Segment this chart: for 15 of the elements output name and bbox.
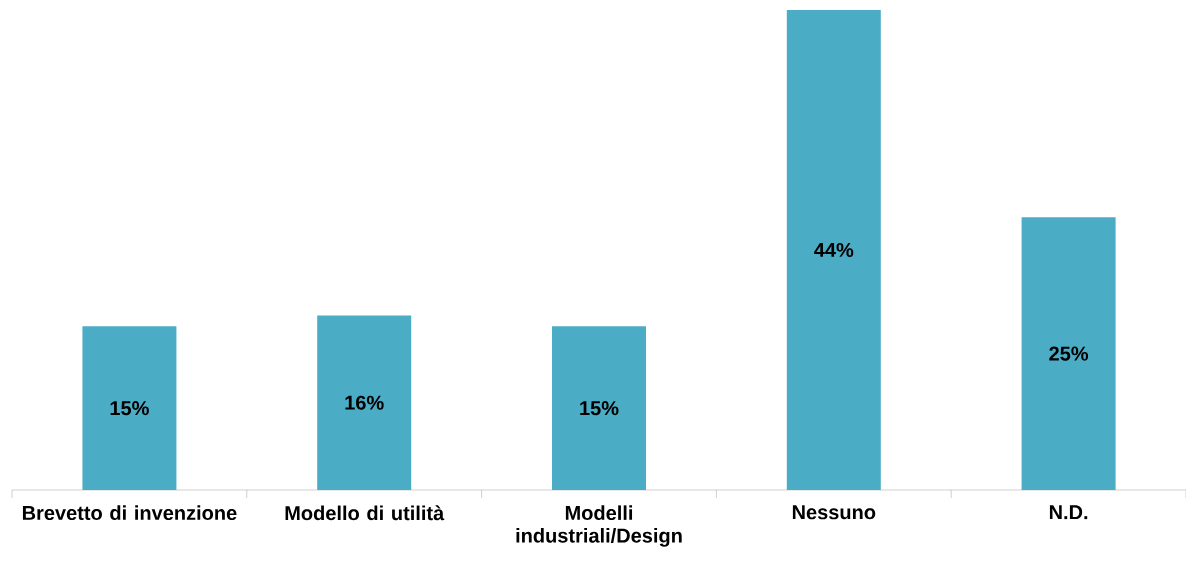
bar [317,315,412,490]
bar [82,326,177,490]
data-label: 16% [345,395,384,410]
x-tick-label: N.D. [1049,505,1088,519]
x-tick-label: Modello di utilità [285,505,445,521]
bar [786,9,881,490]
bar [552,326,646,490]
data-label: 15% [580,400,619,416]
x-tick-label: Brevetto di invenzione [22,505,237,520]
data-label: 25% [1049,346,1089,361]
bar [1021,217,1116,490]
data-label: 44% [814,242,854,257]
data-label: 15% [110,400,149,416]
x-tick-label: Nessuno [792,505,876,520]
x-tick-label: Modelli industriali/Design [516,505,682,547]
